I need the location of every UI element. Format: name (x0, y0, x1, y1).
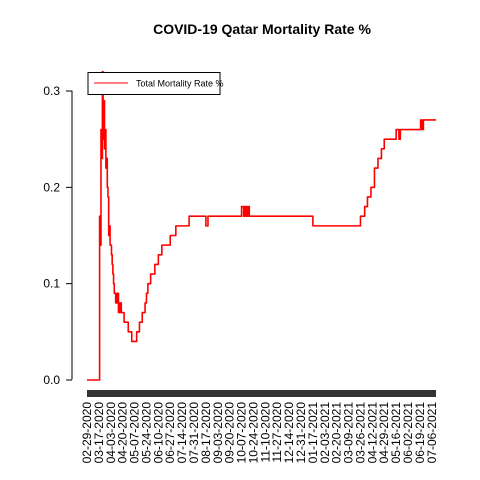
series-line-total-mortality-rate (87, 70, 436, 381)
y-tick-label: 0.3 (43, 84, 60, 98)
x-tick-label: 07-14-2020 (175, 402, 189, 464)
x-tick-label: 02-29-2020 (80, 402, 94, 464)
chart-title: COVID-19 Qatar Mortality Rate % (153, 21, 371, 37)
x-tick-label: 08-17-2020 (199, 402, 213, 464)
x-tick-label: 03-17-2020 (92, 402, 106, 464)
x-tick-label: 06-27-2020 (163, 402, 177, 464)
legend: Total Mortality Rate % (87, 72, 224, 95)
x-tick-label: 03-26-2021 (353, 402, 367, 464)
x-tick-label: 10-24-2020 (246, 402, 260, 464)
y-tick-label: 0.1 (43, 277, 60, 291)
x-tick-label: 03-09-2021 (342, 402, 356, 464)
x-axis: 02-29-202003-17-202004-03-202004-20-2020… (80, 390, 439, 463)
x-tick-label: 09-20-2020 (223, 402, 237, 464)
x-tick-label: 09-03-2020 (211, 402, 225, 464)
x-tick-label: 05-07-2020 (128, 402, 142, 464)
x-tick-label: 07-31-2020 (187, 402, 201, 464)
legend-entry-label: Total Mortality Rate % (136, 79, 224, 89)
y-axis: 0.0 0.1 0.2 0.3 (43, 84, 73, 387)
x-tick-label: 04-12-2021 (365, 402, 379, 464)
x-tick-label: 11-10-2020 (258, 402, 272, 463)
x-tick-label: 12-14-2020 (282, 402, 296, 464)
x-tick-label: 02-03-2021 (318, 402, 332, 464)
x-tick-label: 01-17-2021 (306, 402, 320, 464)
x-tick-label: 11-27-2020 (270, 402, 284, 463)
x-tick-label: 10-07-2020 (235, 402, 249, 464)
x-tick-label: 05-16-2021 (389, 402, 403, 464)
x-tick-label: 04-29-2021 (377, 402, 391, 464)
x-axis-tick-band (87, 390, 436, 397)
x-tick-label: 05-24-2020 (139, 402, 153, 464)
x-tick-label: 06-02-2021 (401, 402, 415, 464)
plot-area (87, 70, 436, 381)
x-tick-label: 02-20-2021 (330, 402, 344, 464)
x-tick-label: 06-10-2020 (151, 402, 165, 464)
x-tick-label: 06-19-2021 (413, 402, 427, 464)
y-tick-label: 0.0 (43, 373, 60, 387)
x-tick-label: 07-06-2021 (425, 402, 439, 464)
legend-box (87, 72, 221, 95)
x-tick-label: 04-20-2020 (116, 402, 130, 464)
y-tick-label: 0.2 (43, 180, 60, 194)
x-tick-label: 04-03-2020 (104, 402, 118, 464)
x-tick-label: 12-31-2020 (294, 402, 308, 464)
